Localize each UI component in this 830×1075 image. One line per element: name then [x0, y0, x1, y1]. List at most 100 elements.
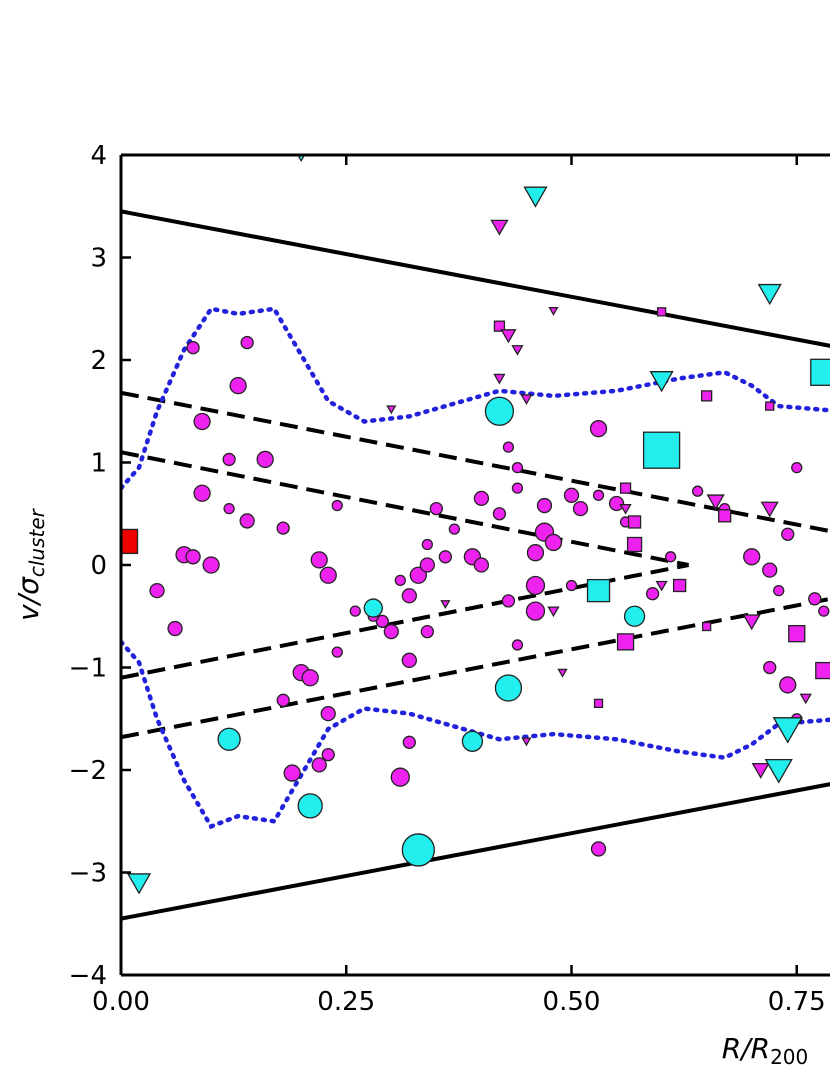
cyan-triangle-down-point	[757, 283, 782, 306]
x-axis-label-sub: 200	[770, 1045, 808, 1069]
magenta-circle-point	[536, 497, 553, 514]
magenta-circle-point	[375, 614, 389, 629]
magenta-square-point	[627, 515, 642, 529]
magenta-circle-point	[349, 605, 361, 617]
magenta-circle-point	[589, 420, 608, 438]
magenta-triangle-down-point	[742, 614, 761, 631]
line-outer-upper	[121, 390, 830, 534]
magenta-triangle-down-point	[751, 762, 770, 779]
magenta-circle-point	[301, 669, 319, 687]
cyan-triangle-down-point	[772, 717, 803, 744]
magenta-circle-point	[419, 557, 435, 573]
magenta-triangle-down-point	[760, 501, 779, 518]
magenta-circle-point	[773, 584, 785, 597]
cyan-triangle-down-point	[649, 371, 674, 393]
y-tick-label: 1	[90, 449, 107, 479]
y-tick-label: −4	[69, 961, 107, 991]
magenta-circle-point	[421, 538, 433, 551]
magenta-circle-point	[592, 489, 605, 501]
magenta-circle-point	[402, 735, 416, 749]
magenta-square-point	[656, 307, 667, 317]
magenta-circle-point	[320, 705, 336, 722]
magenta-square-point	[593, 698, 604, 709]
magenta-triangle-down-point	[547, 606, 560, 618]
magenta-circle-point	[223, 502, 235, 515]
magenta-circle-point	[186, 341, 200, 355]
line-inner-lower	[121, 563, 690, 680]
contour-lower	[121, 639, 830, 830]
magenta-circle-point	[240, 335, 254, 350]
x-tick-label: 0.75	[768, 987, 826, 1017]
cyan-circle-point	[401, 833, 435, 867]
magenta-circle-point	[185, 549, 201, 565]
line-caustic-lower	[121, 782, 830, 921]
cyan-square-point	[642, 431, 681, 469]
magenta-square-point	[701, 390, 713, 402]
magenta-circle-point	[691, 485, 704, 497]
cyan-circle-point	[363, 598, 383, 618]
magenta-circle-point	[572, 500, 589, 517]
magenta-triangle-down-point	[557, 668, 568, 678]
magenta-triangle-down-point	[799, 693, 812, 705]
magenta-circle-point	[311, 757, 327, 773]
magenta-circle-point	[276, 693, 290, 707]
magenta-circle-point	[763, 660, 777, 675]
cyan-circle-point	[297, 793, 323, 819]
magenta-circle-point	[525, 575, 546, 596]
magenta-circle-point	[331, 499, 343, 512]
magenta-triangle-down-point	[440, 600, 451, 610]
plot-area	[121, 155, 830, 921]
magenta-circle-point	[608, 495, 625, 512]
magenta-circle-point	[229, 376, 247, 395]
magenta-circle-point	[193, 484, 211, 502]
magenta-circle-point	[501, 594, 516, 608]
magenta-triangle-down-point	[500, 329, 517, 344]
magenta-circle-point	[331, 646, 343, 658]
x-tick-label: 0.50	[543, 987, 601, 1017]
cyan-triangle-down-point	[764, 758, 793, 784]
magenta-triangle-down-point	[655, 580, 668, 592]
magenta-circle-point	[743, 548, 761, 566]
x-axis-label: R/R200	[722, 1032, 809, 1069]
magenta-circle-point	[525, 601, 546, 621]
magenta-circle-point	[193, 412, 211, 431]
magenta-circle-point	[202, 556, 220, 574]
magenta-triangle-down-point	[619, 503, 632, 515]
cyan-circle-point	[217, 727, 241, 751]
cyan-square-point	[810, 358, 830, 386]
y-tick-label: −1	[69, 654, 107, 684]
magenta-circle-point	[310, 551, 328, 569]
magenta-circle-point	[511, 482, 524, 494]
magenta-triangle-down-point	[521, 737, 532, 747]
x-axis-label-main: R/R	[722, 1032, 770, 1065]
magenta-circle-point	[544, 533, 563, 552]
cyan-square-point	[586, 578, 611, 603]
y-axis-label-sub: cluster	[25, 507, 49, 577]
magenta-triangle-down-point	[706, 494, 725, 511]
line-caustic-upper	[121, 209, 830, 348]
magenta-circle-point	[590, 841, 607, 857]
cyan-circle-point	[494, 674, 523, 702]
red-square-point	[121, 528, 139, 555]
magenta-circle-point	[781, 527, 795, 541]
magenta-square-point	[626, 536, 643, 553]
magenta-triangle-down-point	[548, 306, 559, 316]
magenta-circle-point	[791, 461, 803, 474]
magenta-circle-point	[283, 764, 301, 782]
magenta-circle-point	[394, 574, 406, 587]
y-tick-label: 3	[90, 244, 107, 274]
magenta-circle-point	[565, 579, 578, 592]
line-inner-upper	[121, 450, 690, 567]
magenta-circle-point	[401, 588, 417, 604]
magenta-circle-point	[473, 490, 490, 507]
y-tick-label: 2	[90, 346, 107, 376]
magenta-triangle-down-point	[511, 345, 524, 356]
magenta-circle-point	[239, 513, 255, 529]
magenta-circle-point	[276, 521, 290, 535]
magenta-circle-point	[383, 623, 399, 640]
magenta-square-point	[616, 633, 635, 651]
magenta-triangle-down-point	[520, 394, 533, 406]
magenta-square-point	[765, 401, 775, 411]
magenta-circle-point	[511, 461, 524, 474]
